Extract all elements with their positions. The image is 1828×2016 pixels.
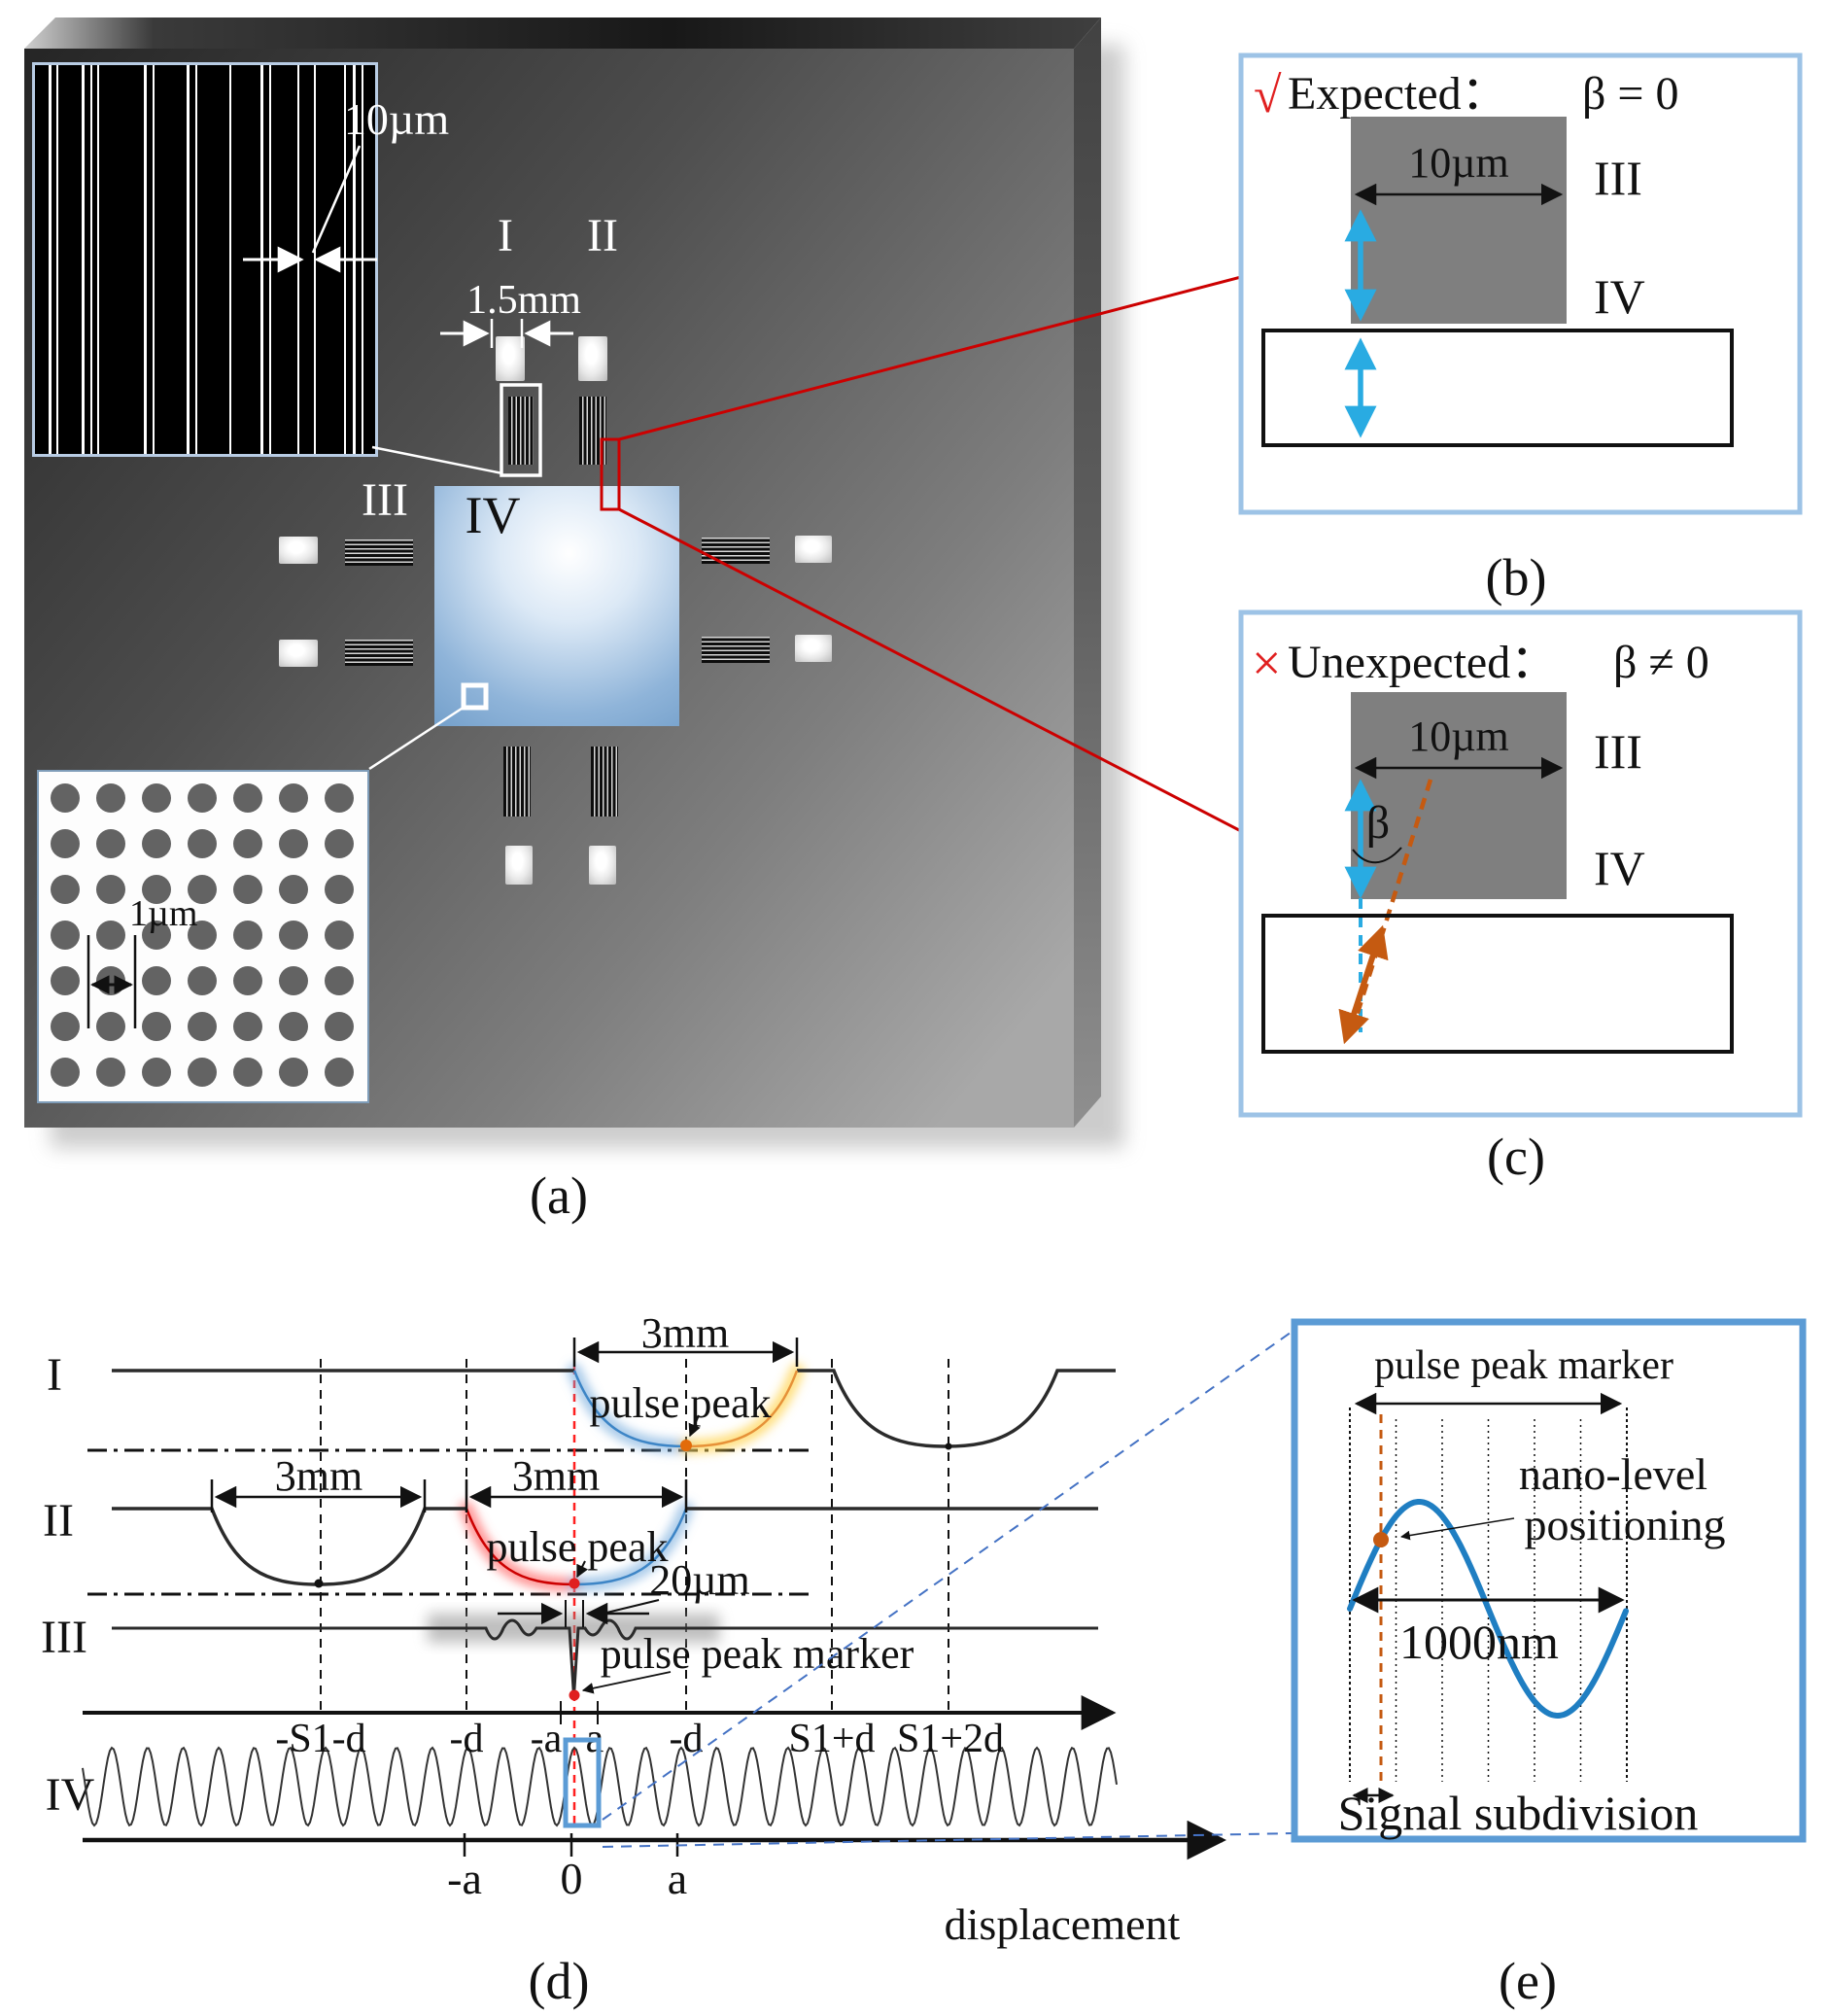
grating-mark-track1-top — [508, 397, 534, 465]
alignment-pad-bottom1 — [505, 846, 533, 885]
alignment-pad-bottom2 — [589, 846, 616, 885]
dot — [233, 1012, 262, 1041]
grating-mark-right-bottom — [702, 637, 770, 663]
dot — [233, 921, 262, 950]
grating-line — [97, 65, 99, 454]
alignment-pad-right-bottom — [795, 635, 832, 662]
dot — [279, 783, 308, 813]
dot — [96, 1012, 125, 1041]
alignment-pad-left-bottom — [279, 640, 318, 667]
dot — [51, 875, 80, 904]
grating-line — [353, 65, 356, 454]
grating-line — [362, 65, 363, 454]
dot — [96, 966, 125, 995]
alignment-pad-track1 — [496, 336, 525, 381]
dot — [233, 1058, 262, 1087]
slab-right-bevel — [1074, 17, 1101, 1128]
dot — [325, 783, 354, 813]
grating-mark-track2-bottom — [591, 747, 618, 817]
dot — [233, 966, 262, 995]
grating-line — [229, 65, 231, 454]
grating-line — [314, 65, 316, 454]
grating-mark-left-bottom — [345, 640, 413, 666]
dot — [142, 829, 171, 858]
dot — [279, 1012, 308, 1041]
dot — [51, 783, 80, 813]
grating-zoom-inset — [32, 62, 378, 457]
dot — [325, 875, 354, 904]
dot — [325, 1012, 354, 1041]
dot — [279, 966, 308, 995]
alignment-pad-right-top — [795, 536, 832, 563]
dot — [96, 829, 125, 858]
grating-line — [195, 65, 197, 454]
dot — [233, 875, 262, 904]
dot — [325, 829, 354, 858]
grating-mark-track2-top — [579, 397, 606, 465]
dot — [142, 1012, 171, 1041]
dot — [142, 875, 171, 904]
dot — [96, 875, 125, 904]
dot — [325, 1058, 354, 1087]
grating-line — [269, 65, 271, 454]
grating-line — [144, 65, 147, 454]
dot — [51, 1058, 80, 1087]
grating-line — [187, 65, 190, 454]
dot — [142, 966, 171, 995]
grating-line — [56, 65, 58, 454]
dot — [325, 966, 354, 995]
dot — [51, 921, 80, 950]
grating-line — [297, 65, 299, 454]
dot — [96, 1058, 125, 1087]
grating-line — [260, 65, 263, 454]
dot — [188, 1058, 217, 1087]
slab-top-bevel — [24, 17, 1101, 49]
dot — [188, 921, 217, 950]
grating-mark-right-top — [702, 538, 770, 564]
grating-mark-left-top — [345, 539, 413, 566]
dot — [142, 921, 171, 950]
dot — [188, 875, 217, 904]
dot — [142, 1058, 171, 1087]
grating-mark-track1-bottom — [503, 747, 531, 817]
dot — [51, 966, 80, 995]
code-plate-iv — [434, 486, 679, 726]
dot — [188, 783, 217, 813]
dot — [96, 783, 125, 813]
dot — [188, 966, 217, 995]
tilted-grating-bar — [1263, 916, 1732, 1052]
dot-array-inset — [37, 770, 369, 1103]
dot — [96, 921, 125, 950]
dot — [279, 829, 308, 858]
grating-line — [49, 65, 52, 454]
grating-line — [344, 65, 346, 454]
dot — [279, 921, 308, 950]
dot — [142, 783, 171, 813]
grating-line — [90, 65, 92, 454]
dot — [51, 829, 80, 858]
alignment-pad-left-top — [279, 537, 318, 564]
grating-line — [82, 65, 85, 454]
straight-grating-bar — [1263, 330, 1732, 445]
alignment-pad-track2 — [578, 336, 607, 381]
grating-line — [153, 65, 155, 454]
dot — [233, 829, 262, 858]
dot — [233, 783, 262, 813]
dot — [188, 1012, 217, 1041]
dot — [325, 921, 354, 950]
dot — [279, 1058, 308, 1087]
dot — [279, 875, 308, 904]
dot — [188, 829, 217, 858]
dot — [51, 1012, 80, 1041]
